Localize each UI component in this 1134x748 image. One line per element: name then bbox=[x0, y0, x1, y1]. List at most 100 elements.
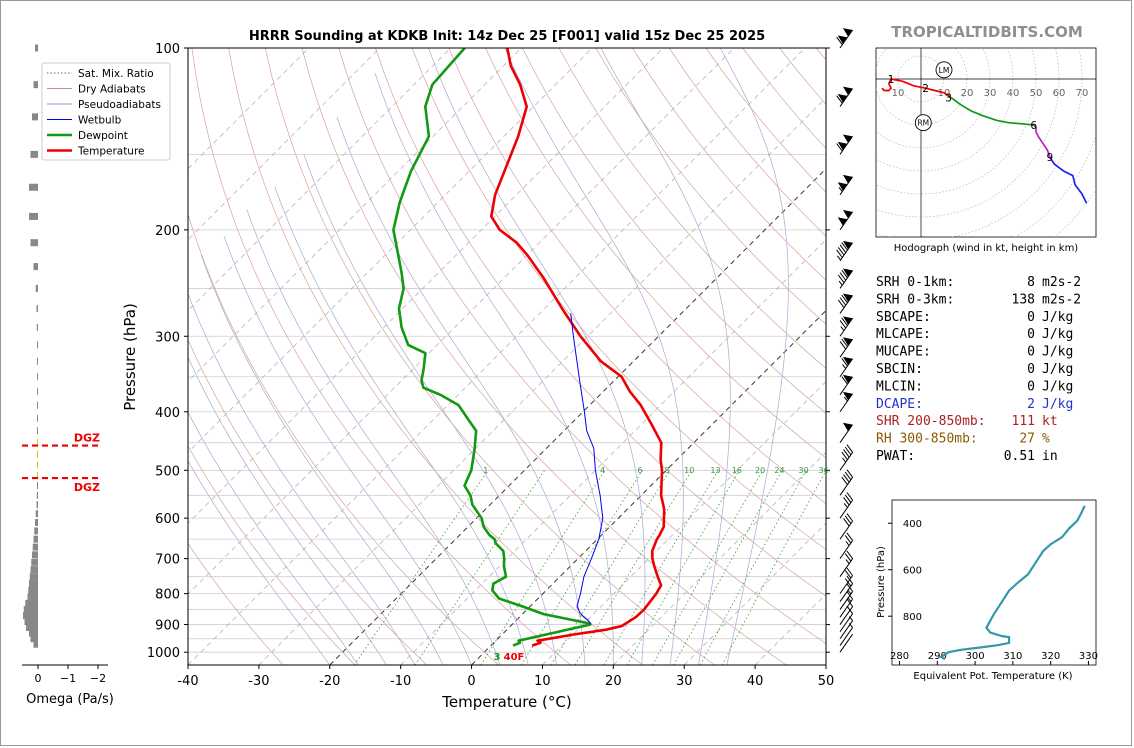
surface-label: 3 40F bbox=[494, 652, 525, 663]
omega-bar bbox=[37, 472, 38, 480]
wind-barb-shaft bbox=[837, 294, 854, 314]
mixing-ratio-label: 6 bbox=[637, 466, 642, 475]
pseudoadiabat-line bbox=[246, 209, 501, 665]
mixing-ratio-line bbox=[673, 470, 783, 665]
omega-bar bbox=[25, 599, 38, 607]
omega-bar bbox=[35, 284, 38, 292]
index-label: SBCIN: bbox=[876, 362, 923, 377]
y-tick-label: 900 bbox=[155, 619, 180, 634]
legend-entry-label: Dry Adiabats bbox=[78, 84, 146, 96]
wind-barb-shaft bbox=[836, 242, 854, 262]
wind-barb-shaft bbox=[839, 616, 854, 640]
isotherm-line bbox=[258, 97, 826, 665]
omega-bar bbox=[30, 566, 38, 574]
omega-bar bbox=[29, 573, 38, 581]
mixing-ratio-line bbox=[414, 470, 546, 665]
temperature-profile-line bbox=[489, 48, 666, 647]
hodograph-height-label: 1 bbox=[888, 74, 895, 86]
wind-barb-shaft bbox=[839, 492, 854, 519]
pseudoadiabat-line bbox=[188, 356, 387, 665]
isotherm-line bbox=[188, 48, 664, 524]
theta-e-frame bbox=[891, 499, 1097, 666]
legend-entry-label: Temperature bbox=[77, 146, 145, 158]
mixing-ratio-label: 36 bbox=[819, 466, 829, 475]
index-unit: J/kg bbox=[1042, 310, 1073, 325]
isotherm-line bbox=[683, 522, 826, 665]
wind-barbs bbox=[836, 28, 854, 653]
hodograph-ring-label: 30 bbox=[984, 88, 997, 99]
index-unit: m2s-2 bbox=[1042, 292, 1081, 307]
index-value: 0 bbox=[1027, 345, 1035, 360]
wind-barb-pennant bbox=[842, 240, 853, 250]
omega-bar bbox=[33, 263, 38, 271]
wind-barb-shaft bbox=[839, 532, 854, 559]
wind-barb bbox=[839, 567, 854, 594]
wind-barb-pennant bbox=[842, 268, 853, 277]
storm-motion-label: RM bbox=[917, 119, 929, 128]
index-label: SBCAPE: bbox=[876, 310, 931, 325]
omega-bar bbox=[37, 482, 38, 490]
theta-e-y-tick-label: 600 bbox=[903, 566, 922, 577]
dgz-label: DGZ bbox=[74, 432, 100, 445]
dgz-label: DGZ bbox=[74, 481, 100, 494]
wind-barb bbox=[839, 337, 854, 358]
isotherm-line bbox=[188, 48, 522, 382]
x-tick-label: -30 bbox=[248, 674, 269, 689]
omega-bar bbox=[37, 387, 38, 395]
wind-barb bbox=[839, 550, 854, 577]
wind-barb bbox=[839, 444, 854, 471]
wind-barb bbox=[839, 316, 854, 337]
theta-e-y-label: Pressure (hPa) bbox=[876, 546, 887, 618]
wind-barb bbox=[837, 174, 854, 196]
mixing-ratio-line bbox=[574, 470, 693, 665]
index-unit: % bbox=[1042, 432, 1050, 447]
omega-bar bbox=[37, 401, 38, 409]
dry-adiabat-line bbox=[448, 48, 826, 505]
mixing-ratio-label: 20 bbox=[755, 466, 765, 475]
wind-barb bbox=[837, 293, 854, 314]
hodograph-ring-label: 70 bbox=[1076, 88, 1089, 99]
pseudoadiabat-line bbox=[188, 411, 359, 665]
legend-entry-label: Dewpoint bbox=[78, 130, 128, 142]
wind-barb bbox=[839, 532, 854, 559]
omega-bar bbox=[28, 586, 38, 594]
mixing-ratio-label: 13 bbox=[710, 466, 720, 475]
index-label: SRH 0-1km: bbox=[876, 275, 954, 290]
x-tick-label: -20 bbox=[319, 674, 340, 689]
mixing-ratio-labels: 1 4 6 8 10 13 16 20 24 30 36 bbox=[483, 466, 828, 475]
wind-barb bbox=[839, 374, 854, 396]
index-unit: in bbox=[1042, 449, 1058, 464]
dry-adiabat-line bbox=[485, 48, 826, 459]
index-value: 0 bbox=[1027, 379, 1035, 394]
wind-barb-shaft bbox=[836, 136, 854, 155]
mixing-ratio-line bbox=[521, 470, 643, 665]
isotherm-line bbox=[613, 451, 826, 665]
omega-bar bbox=[30, 635, 38, 643]
dry-adiabat-line bbox=[188, 445, 356, 665]
skewt-plot-frame bbox=[187, 47, 827, 666]
wind-barb bbox=[839, 633, 854, 653]
wind-barb-pennant bbox=[842, 293, 853, 302]
wind-barb bbox=[837, 209, 854, 231]
chart-title: HRRR Sounding at KDKB Init: 14z Dec 25 [… bbox=[249, 29, 765, 44]
wind-barb bbox=[839, 623, 854, 646]
wind-barb bbox=[839, 513, 854, 540]
hodograph-ring-label: 10 bbox=[892, 88, 905, 99]
wind-barb-pennant bbox=[842, 316, 853, 325]
index-value: 2 bbox=[1027, 397, 1035, 412]
index-value: 0 bbox=[1027, 327, 1035, 342]
omega-bar bbox=[36, 323, 38, 331]
legend-entry-label: Wetbulb bbox=[78, 115, 122, 127]
y-tick-label: 500 bbox=[155, 464, 180, 479]
omega-bar bbox=[24, 618, 38, 626]
hodograph-label: Hodograph (wind in kt, height in km) bbox=[894, 243, 1079, 254]
index-label: PWAT: bbox=[876, 449, 915, 464]
legend-entry-label: Sat. Mix. Ratio bbox=[78, 68, 154, 80]
mixing-ratio-label: 30 bbox=[799, 466, 809, 475]
omega-bar bbox=[33, 640, 38, 648]
hodograph-ring-label: 20 bbox=[961, 88, 974, 99]
theta-e-x-tick-label: 280 bbox=[890, 651, 909, 662]
storm-motion-marker bbox=[914, 114, 932, 132]
